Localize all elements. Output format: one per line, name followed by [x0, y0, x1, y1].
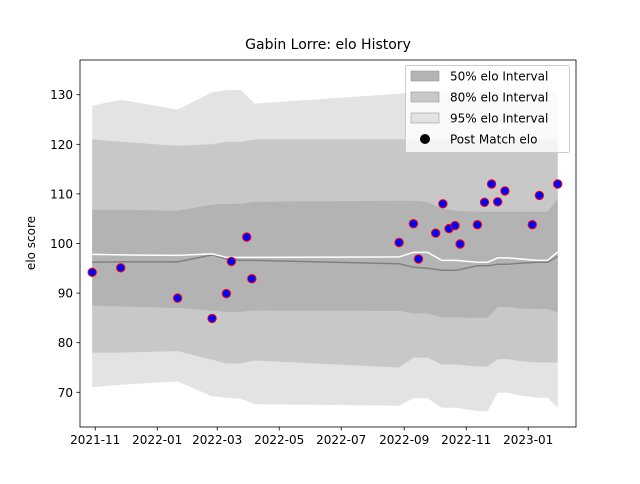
y-tick-label: 70 — [58, 386, 73, 400]
legend-item-post-match-label: Post Match elo — [450, 133, 537, 147]
x-tick-label: 2021-11 — [70, 433, 120, 447]
legend: 50% elo Interval 80% elo Interval 95% elo … — [405, 65, 570, 153]
legend-item-post-match-marker — [420, 134, 430, 144]
median-line — [92, 251, 559, 264]
data-point — [116, 263, 126, 273]
data-point — [450, 220, 460, 231]
data-point — [87, 267, 97, 277]
legend-item-95-swatch — [410, 112, 440, 124]
data-point — [472, 220, 483, 230]
data-point — [438, 199, 448, 209]
y-tick-label: 80 — [58, 336, 73, 350]
data-point — [207, 313, 217, 324]
legend-item-50-swatch — [410, 70, 440, 82]
y-axis-label: elo score — [24, 216, 38, 270]
x-tick-label: 2022-03 — [192, 433, 242, 447]
x-tick-label: 2022-09 — [379, 433, 429, 447]
data-point — [408, 219, 419, 229]
x-tick-label: 2023-01 — [503, 433, 553, 447]
plot-inner — [87, 89, 563, 412]
band-50 — [92, 198, 558, 318]
chart-title: Gabin Lorre: elo History — [245, 37, 411, 53]
data-point — [500, 186, 510, 196]
y-tick-label: 120 — [50, 138, 73, 152]
y-tick-label: 110 — [50, 187, 73, 201]
data-point — [394, 237, 404, 248]
data-point — [486, 179, 497, 189]
data-point — [242, 232, 252, 242]
y-tick-label: 130 — [50, 88, 73, 102]
x-tick-label: 2022-11 — [441, 433, 491, 447]
legend-item-80-swatch — [410, 91, 440, 103]
data-point — [527, 220, 537, 230]
data-point — [413, 254, 424, 264]
data-point — [455, 239, 465, 249]
data-point — [172, 293, 183, 303]
data-point — [221, 288, 232, 299]
axes: 2021-11 2022-01 2022-03 2022-05 2022-07 2022-… — [50, 59, 577, 447]
y-tick-label: 90 — [58, 287, 73, 301]
data-point — [226, 256, 237, 267]
plot-area — [87, 89, 563, 412]
data-point — [431, 228, 441, 238]
data-point — [479, 197, 490, 208]
y-tick-label: 100 — [50, 237, 73, 251]
legend-item-95-label: 95% elo Interval — [450, 112, 548, 126]
data-point — [534, 190, 545, 201]
mean-line — [92, 254, 559, 272]
legend-item-80-label: 80% elo Interval — [450, 91, 548, 105]
legend-item-50-label: 50% elo Interval — [450, 70, 548, 84]
data-point — [493, 197, 503, 207]
data-point — [553, 179, 563, 189]
x-tick-label: 2022-01 — [132, 433, 182, 447]
x-tick-label: 2022-05 — [254, 433, 304, 447]
legend-box — [405, 65, 570, 153]
data-point — [247, 274, 257, 284]
x-tick-label: 2022-07 — [316, 433, 366, 447]
